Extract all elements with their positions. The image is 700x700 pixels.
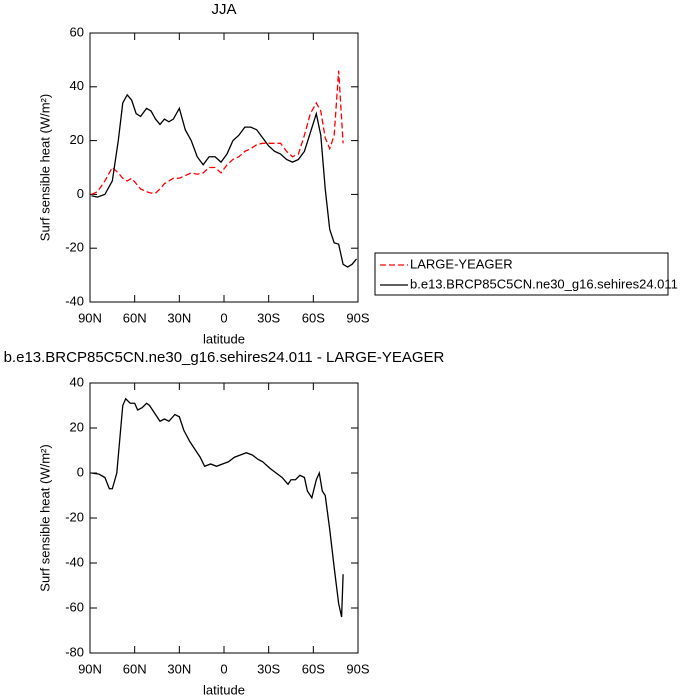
- x-tick-label: 0: [220, 661, 227, 676]
- x-tick-label: 30S: [257, 661, 280, 676]
- data-line: [91, 93, 358, 268]
- legend-box: [374, 252, 669, 296]
- y-tick-label: -80: [65, 644, 84, 659]
- x-tick-label: 90S: [346, 310, 369, 325]
- plot-frame: [89, 32, 359, 303]
- x-tick-label: 30S: [257, 310, 280, 325]
- chart-title: JJA: [211, 1, 236, 18]
- x-tick-label: 60S: [302, 310, 325, 325]
- y-axis-label: Surf sensible heat (W/m²): [37, 444, 52, 591]
- y-tick-label: 0: [77, 464, 84, 479]
- chart-title: b.e13.BRCP85C5CN.ne30_g16.sehires24.011 …: [4, 349, 445, 366]
- y-tick-label: 60: [70, 24, 84, 39]
- y-tick-label: -60: [65, 599, 84, 614]
- x-tick-label: 60N: [123, 310, 147, 325]
- y-tick-label: 20: [70, 419, 84, 434]
- y-tick-label: 40: [70, 78, 84, 93]
- y-tick-label: 0: [77, 186, 84, 201]
- x-tick-label: 30N: [167, 661, 191, 676]
- x-tick-label: 60S: [302, 661, 325, 676]
- x-tick-label: 0: [220, 310, 227, 325]
- data-line: [91, 397, 344, 618]
- legend-label: LARGE-YEAGER: [410, 256, 513, 271]
- x-axis-label: latitude: [203, 682, 245, 697]
- x-tick-label: 90N: [78, 661, 102, 676]
- y-tick-label: 20: [70, 132, 84, 147]
- y-tick-label: 40: [70, 374, 84, 389]
- y-tick-label: -20: [65, 509, 84, 524]
- y-tick-label: -40: [65, 554, 84, 569]
- data-line: [91, 70, 344, 195]
- y-tick-label: -20: [65, 240, 84, 255]
- legend-label: b.e13.BRCP85C5CN.ne30_g16.sehires24.011: [410, 276, 678, 291]
- y-axis-label: Surf sensible heat (W/m²): [37, 94, 52, 241]
- x-tick-label: 90S: [346, 661, 369, 676]
- y-tick-label: -40: [65, 293, 84, 308]
- x-tick-label: 30N: [167, 310, 191, 325]
- x-tick-label: 60N: [123, 661, 147, 676]
- x-tick-label: 90N: [78, 310, 102, 325]
- x-axis-label: latitude: [203, 331, 245, 346]
- plot-frame: [89, 382, 359, 654]
